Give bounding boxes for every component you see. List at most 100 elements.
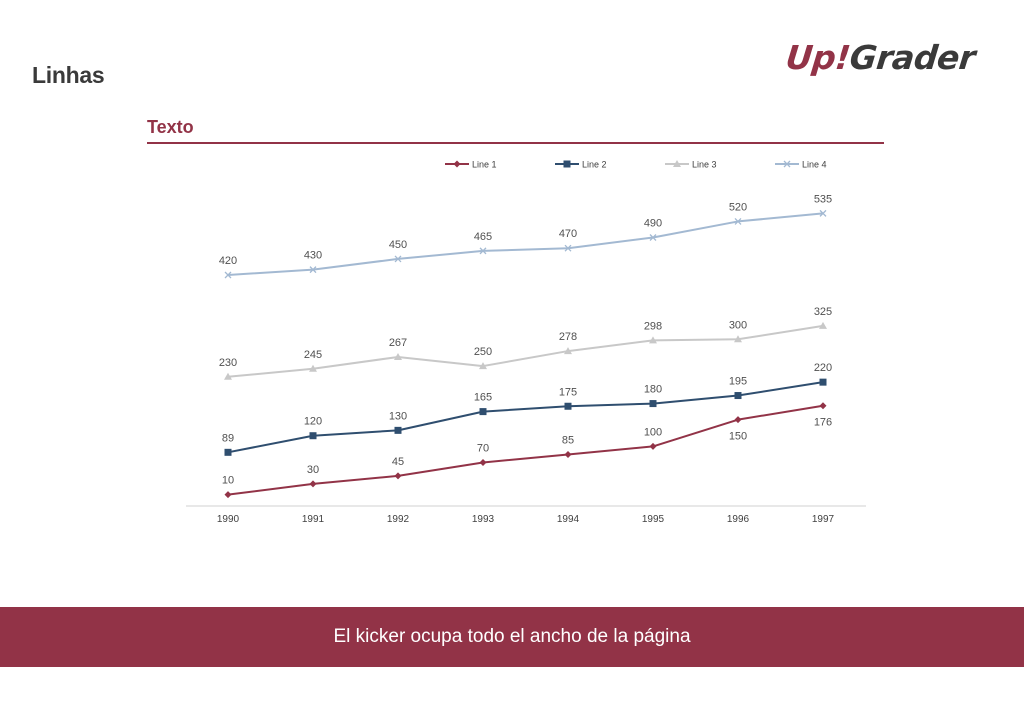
data-point [224,448,232,456]
data-point [649,234,657,241]
legend-marker [563,160,571,168]
data-point [479,362,487,370]
data-label: 300 [729,319,747,331]
data-label: 120 [304,416,322,428]
data-label: 250 [474,346,492,358]
legend-item: Line 1 [445,160,497,170]
x-tick-label: 1993 [472,514,495,525]
data-label: 175 [559,386,577,398]
data-label: 195 [729,376,747,388]
data-point [819,378,827,386]
x-tick-label: 1997 [812,514,835,525]
data-label: 278 [559,331,577,343]
data-label: 230 [219,357,237,369]
data-point [564,450,572,458]
data-point [819,209,827,217]
legend-marker [783,160,791,168]
series-line [227,404,824,496]
data-point [819,402,827,410]
data-label: 420 [219,255,237,267]
legend-marker [453,160,461,168]
legend-item: Line 2 [555,160,607,170]
data-label: 150 [729,431,747,443]
data-point [564,244,572,252]
data-point [734,335,742,343]
data-point [394,352,402,360]
data-label: 10 [222,475,234,487]
data-point [734,416,742,424]
series-line [227,212,824,276]
data-point [224,491,232,499]
data-point [394,255,402,263]
data-label: 45 [392,456,404,468]
x-tick-label: 1991 [302,514,325,525]
data-label: 267 [389,337,407,349]
data-point [224,372,232,380]
data-label: 85 [562,434,574,446]
data-label: 89 [222,432,234,444]
data-point [479,408,487,416]
data-point [309,432,317,440]
data-label: 70 [477,443,489,455]
data-point [734,392,742,400]
data-label: 325 [814,306,832,318]
data-point [224,271,232,279]
data-point [479,459,487,466]
series-line [227,381,824,454]
page-title: Linhas [32,62,105,88]
section-divider [147,142,884,144]
chart-legend: Line 1 Line 2 Line 3 Line 4 [445,160,827,170]
series-line-4: 420 430 450 465 470 490 520 535 [219,193,832,279]
data-point [649,336,657,344]
data-point [734,217,742,225]
data-label: 450 [389,239,407,251]
legend-marker [673,160,681,167]
data-point [649,400,657,408]
data-label: 490 [644,218,662,230]
data-label: 535 [814,193,832,205]
data-point [819,321,827,329]
x-tick-label: 1992 [387,514,410,525]
series-line-2: 89 120 130 165 175 180 195 220 [222,362,832,456]
data-label: 470 [559,228,577,240]
line-chart: Line 1 Line 2 Line 3 Line 4 10 30 45 70 85 100 15… [186,160,866,525]
data-point [649,442,657,450]
data-label: 245 [304,349,322,361]
data-label: 465 [474,231,492,243]
footer-banner: El kicker ocupa todo el ancho de la pági… [0,607,1024,667]
series-line-3: 230 245 267 250 278 298 300 325 [219,306,832,380]
data-label: 100 [644,426,662,438]
data-label: 520 [729,201,747,213]
data-point [309,266,317,274]
legend-item: Line 4 [775,160,827,170]
data-label: 180 [644,384,662,396]
legend-label: Line 1 [472,160,497,170]
x-tick-label: 1990 [217,514,240,525]
legend-item: Line 3 [665,160,717,170]
legend-label: Line 4 [802,160,827,170]
series-line [227,324,824,378]
legend-label: Line 2 [582,160,607,170]
section-title: Texto [147,117,194,137]
data-label: 130 [389,410,407,422]
x-tick-label: 1996 [727,514,750,525]
data-point [564,402,572,410]
data-point [479,247,487,255]
data-point [309,364,317,372]
x-tick-label: 1995 [642,514,665,525]
legend-label: Line 3 [692,160,717,170]
data-label: 176 [814,417,832,429]
data-label: 30 [307,464,319,476]
data-point [394,426,402,434]
data-label: 220 [814,362,832,374]
footer-kicker-text: El kicker ocupa todo el ancho de la pági… [333,626,691,647]
data-point [309,480,317,488]
x-tick-label: 1994 [557,514,580,525]
data-label: 430 [304,250,322,262]
data-label: 165 [474,392,492,404]
chart-x-axis: 1990 1991 1992 1993 1994 1995 1996 1997 [186,505,866,525]
data-point [394,472,402,480]
data-point [564,347,572,355]
data-label: 298 [644,320,662,332]
